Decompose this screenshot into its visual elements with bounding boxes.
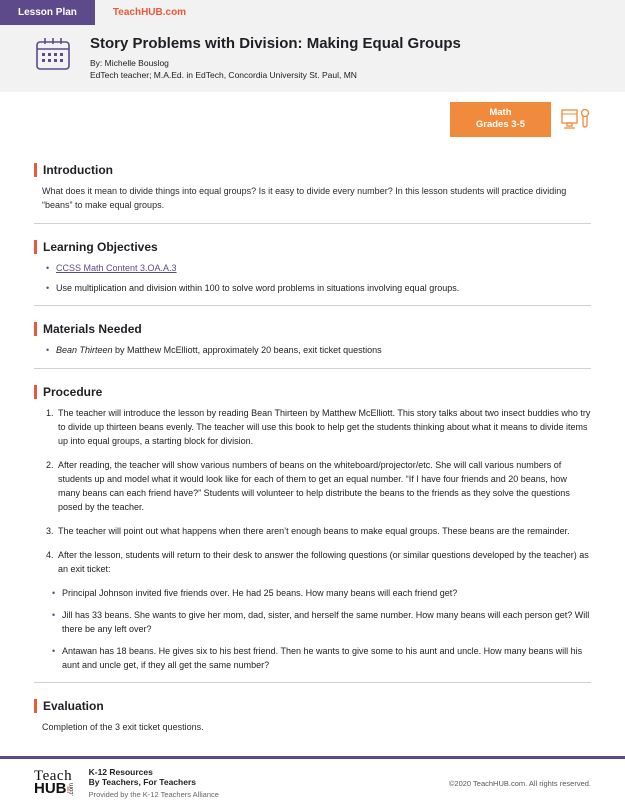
step-text: The teacher will point out what happens …: [58, 526, 570, 536]
list-item: Jill has 33 beans. She wants to give her…: [52, 609, 591, 637]
procedure-step: After the lesson, students will return t…: [56, 549, 591, 577]
footer-provided: Provided by the K-12 Teachers Alliance: [89, 790, 219, 799]
list-item: Use multiplication and division within 1…: [46, 282, 591, 296]
title-block: Story Problems with Division: Making Equ…: [90, 35, 461, 80]
header-main: Story Problems with Division: Making Equ…: [0, 25, 625, 80]
footer: Teach HUB!.com K-12 Resources By Teacher…: [0, 756, 625, 809]
standard-link[interactable]: CCSS Math Content 3.OA.A.3: [56, 263, 177, 273]
divider: [34, 305, 591, 306]
subject-name: Math: [476, 107, 525, 119]
materials-rest: by Matthew McElliott, approximately 20 b…: [113, 345, 382, 355]
footer-tagline: K-12 Resources By Teachers, For Teachers…: [89, 767, 219, 799]
teachhub-logo: Teach HUB!.com: [34, 770, 75, 796]
divider: [34, 682, 591, 683]
logo-bottom: HUB: [34, 780, 67, 797]
calendar-icon: [34, 35, 72, 75]
procedure-list: The teacher will introduce the lesson by…: [34, 407, 591, 576]
list-item: Principal Johnson invited five friends o…: [52, 587, 591, 601]
objectives-list: CCSS Math Content 3.OA.A.3 Use multiplic…: [34, 262, 591, 296]
procedure-step: The teacher will introduce the lesson by…: [56, 407, 591, 449]
divider: [34, 223, 591, 224]
materials-list: Bean Thirteen by Matthew McElliott, appr…: [34, 344, 591, 358]
list-item: Bean Thirteen by Matthew McElliott, appr…: [46, 344, 591, 358]
brand-link[interactable]: TeachHUB.com: [113, 7, 186, 18]
credential: EdTech teacher; M.A.Ed. in EdTech, Conco…: [90, 70, 461, 80]
divider: [34, 368, 591, 369]
byline: By: Michelle Bouslog: [90, 58, 461, 68]
content-area: Introduction What does it mean to divide…: [0, 137, 625, 736]
book-title: Bean Thirteen: [56, 345, 113, 355]
grade-range: Grades 3-5: [476, 119, 525, 131]
copyright: ©2020 TeachHUB.com. All rights reserved.: [449, 779, 591, 788]
logo-ext: .com: [70, 783, 75, 796]
section-heading-objectives: Learning Objectives: [34, 240, 591, 254]
footer-tag-1: K-12 Resources: [89, 767, 219, 777]
evaluation-text: Completion of the 3 exit ticket question…: [34, 721, 591, 735]
page-title: Story Problems with Division: Making Equ…: [90, 35, 461, 52]
step-text: After the lesson, students will return t…: [58, 550, 589, 574]
header-band: Lesson Plan TeachHUB.com Story Problems …: [0, 0, 625, 92]
projector-icon: [561, 105, 591, 133]
list-item: Antawan has 18 beans. He gives six to hi…: [52, 645, 591, 673]
subject-row: Math Grades 3-5: [0, 92, 625, 137]
step-text: After reading, the teacher will show var…: [58, 460, 570, 512]
section-heading-procedure: Procedure: [34, 385, 591, 399]
introduction-text: What does it mean to divide things into …: [34, 185, 591, 213]
subject-pill: Math Grades 3-5: [450, 102, 551, 137]
section-heading-evaluation: Evaluation: [34, 699, 591, 713]
procedure-step: The teacher will point out what happens …: [56, 525, 591, 539]
procedure-step: After reading, the teacher will show var…: [56, 459, 591, 515]
lesson-plan-tag: Lesson Plan: [0, 0, 95, 25]
list-item: CCSS Math Content 3.OA.A.3: [46, 262, 591, 276]
header-top-row: Lesson Plan TeachHUB.com: [0, 0, 625, 25]
section-heading-introduction: Introduction: [34, 163, 591, 177]
footer-tag-2: By Teachers, For Teachers: [89, 777, 219, 787]
footer-left: Teach HUB!.com K-12 Resources By Teacher…: [34, 767, 219, 799]
step-text: The teacher will introduce the lesson by…: [58, 408, 590, 446]
section-heading-materials: Materials Needed: [34, 322, 591, 336]
exit-ticket-list: Principal Johnson invited five friends o…: [34, 587, 591, 673]
